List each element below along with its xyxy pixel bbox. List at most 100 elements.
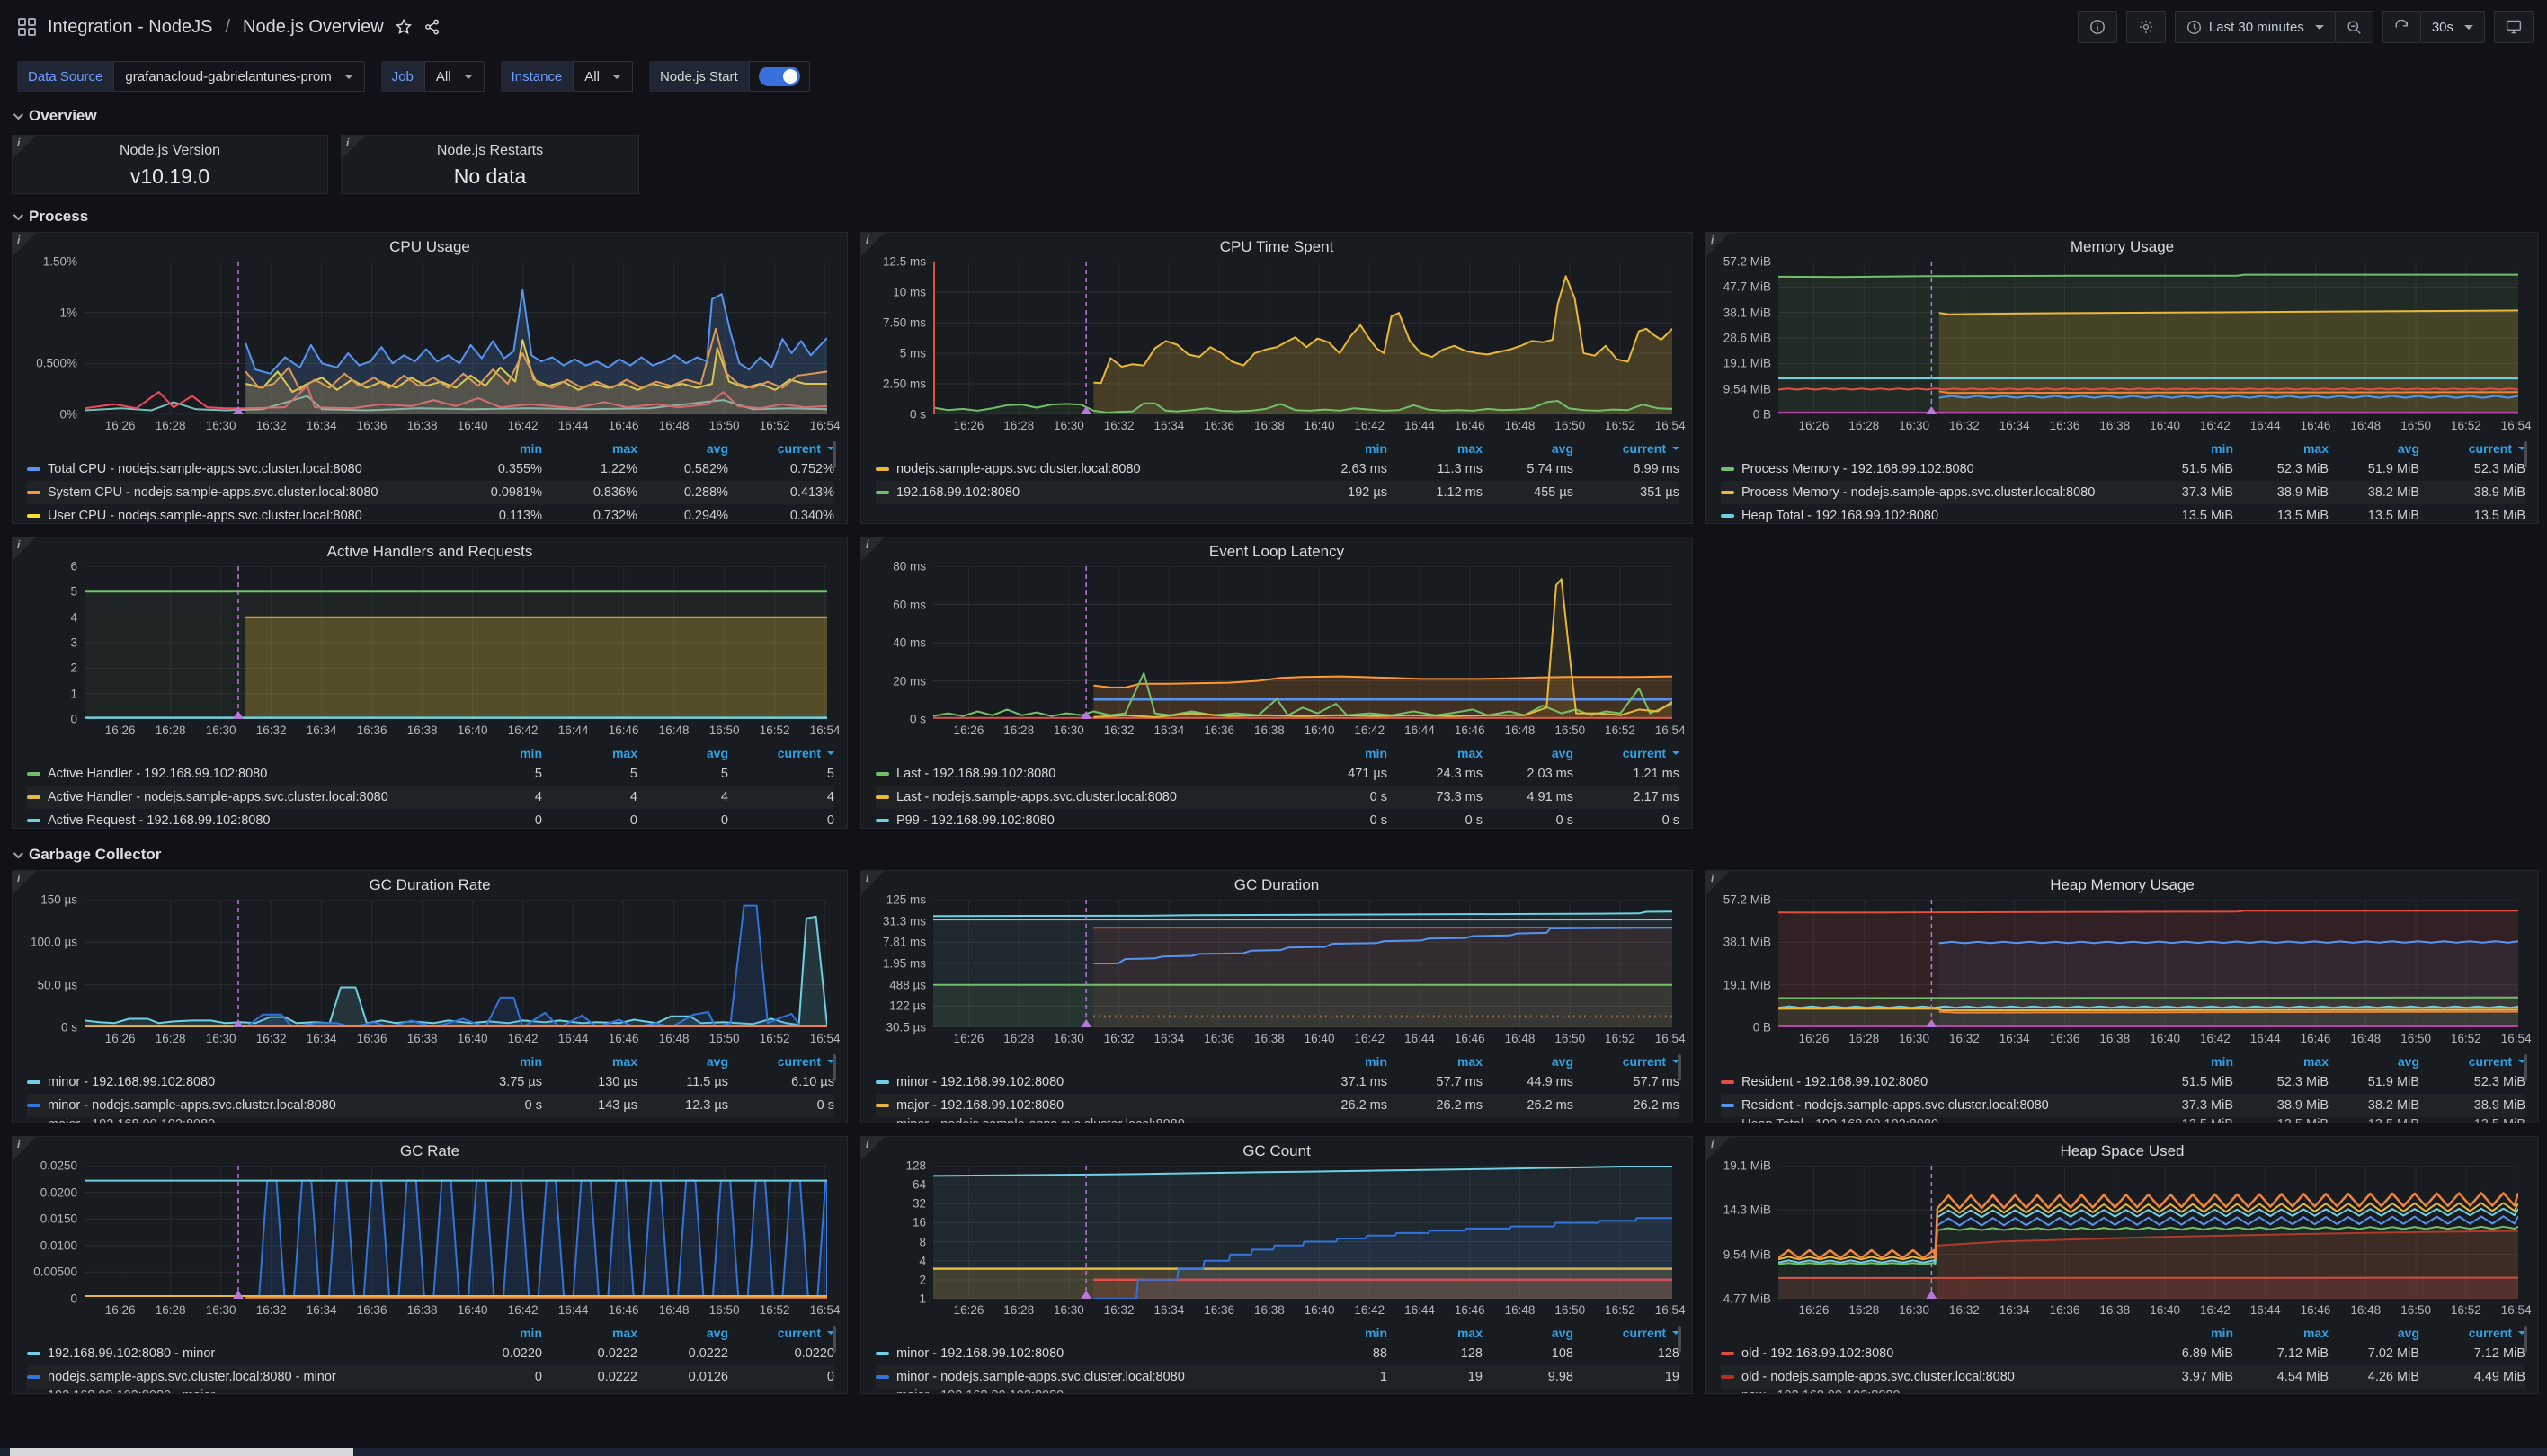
- refresh-button[interactable]: [2382, 11, 2421, 43]
- legend-column-max[interactable]: max: [2302, 441, 2329, 456]
- legend-series-label[interactable]: minor - 192.168.99.102:8080: [876, 1075, 1292, 1089]
- time-range-picker[interactable]: Last 30 minutes: [2174, 11, 2336, 43]
- panel-info-icon[interactable]: i: [342, 136, 365, 159]
- legend-series-label[interactable]: Resident - nodejs.sample-apps.svc.cluste…: [1721, 1098, 2138, 1113]
- legend-series-label[interactable]: System CPU - nodejs.sample-apps.svc.clus…: [27, 485, 447, 500]
- legend-scrollbar[interactable]: [833, 1054, 836, 1081]
- legend-series-label[interactable]: Heap Total - 192.168.99.102:8080: [1721, 509, 2138, 523]
- legend-series-label[interactable]: Active Handler - 192.168.99.102:8080: [27, 767, 447, 781]
- panel-info-icon[interactable]: i: [861, 1137, 885, 1160]
- legend-series-label[interactable]: Process Memory - 192.168.99.102:8080: [1721, 462, 2138, 476]
- legend-column-min[interactable]: min: [520, 441, 542, 456]
- panel-graph-area[interactable]: [933, 900, 1672, 1027]
- legend-series-label[interactable]: Resident - 192.168.99.102:8080: [1721, 1075, 2138, 1089]
- legend-column-current[interactable]: current: [734, 441, 834, 456]
- legend-scrollbar[interactable]: [1678, 1326, 1681, 1353]
- legend-column-avg[interactable]: avg: [1551, 1054, 1573, 1069]
- legend-column-max[interactable]: max: [1456, 441, 1483, 456]
- legend-column-max[interactable]: max: [611, 1054, 637, 1069]
- legend-column-min[interactable]: min: [2211, 1326, 2233, 1340]
- panel-graph-area[interactable]: [1778, 1166, 2518, 1299]
- legend-series-label[interactable]: Total CPU - nodejs.sample-apps.svc.clust…: [27, 462, 447, 476]
- legend-series-label[interactable]: minor - nodejs.sample-apps.svc.cluster.l…: [876, 1117, 1292, 1123]
- legend-series-label[interactable]: old - nodejs.sample-apps.svc.cluster.loc…: [1721, 1370, 2138, 1384]
- legend-column-min[interactable]: min: [1365, 1054, 1387, 1069]
- panel-title[interactable]: GC Duration Rate: [369, 876, 491, 893]
- panel-title[interactable]: GC Rate: [399, 1142, 460, 1159]
- legend-series-label[interactable]: User CPU - nodejs.sample-apps.svc.cluste…: [27, 509, 447, 523]
- panel-info-icon[interactable]: i: [13, 136, 36, 159]
- legend-column-min[interactable]: min: [520, 1054, 542, 1069]
- panel-title[interactable]: GC Count: [1242, 1142, 1311, 1159]
- datasource-select[interactable]: grafanacloud-gabrielantunes-prom: [113, 61, 365, 92]
- scrollbar-thumb[interactable]: [10, 1448, 353, 1456]
- panel-info-icon[interactable]: i: [861, 233, 885, 256]
- panel-title[interactable]: Event Loop Latency: [1208, 543, 1345, 560]
- panel-graph-area[interactable]: [933, 1166, 1672, 1299]
- legend-scrollbar[interactable]: [1678, 1054, 1681, 1081]
- legend-column-min[interactable]: min: [2211, 441, 2233, 456]
- legend-column-current[interactable]: current: [2425, 1054, 2525, 1069]
- section-header-garbage-collector[interactable]: Garbage Collector: [13, 841, 2539, 868]
- section-header-overview[interactable]: Overview: [13, 102, 2539, 129]
- legend-series-label[interactable]: Active Handler - nodejs.sample-apps.svc.…: [27, 790, 447, 804]
- legend-scrollbar[interactable]: [2524, 1054, 2527, 1081]
- panel-info-icon[interactable]: i: [1706, 233, 1730, 256]
- panel-graph-area[interactable]: [85, 900, 827, 1027]
- legend-column-current[interactable]: current: [734, 746, 834, 760]
- legend-column-current[interactable]: current: [1579, 746, 1679, 760]
- panel-title[interactable]: CPU Time Spent: [1219, 238, 1334, 255]
- panel-info-icon[interactable]: i: [13, 537, 36, 561]
- legend-column-max[interactable]: max: [1456, 746, 1483, 760]
- dashboard-settings-button[interactable]: [2125, 11, 2166, 43]
- panel-title[interactable]: Active Handlers and Requests: [326, 543, 533, 560]
- legend-column-min[interactable]: min: [520, 1326, 542, 1340]
- legend-column-current[interactable]: current: [1579, 1054, 1679, 1069]
- legend-series-label[interactable]: 192.168.99.102:8080: [876, 485, 1292, 500]
- legend-series-label[interactable]: old - 192.168.99.102:8080: [1721, 1346, 2138, 1361]
- legend-series-label[interactable]: minor - nodejs.sample-apps.svc.cluster.l…: [876, 1370, 1292, 1384]
- legend-column-current[interactable]: current: [2425, 1326, 2525, 1340]
- panel-title[interactable]: GC Duration: [1233, 876, 1320, 893]
- instance-select[interactable]: All: [573, 61, 633, 92]
- legend-series-label[interactable]: nodejs.sample-apps.svc.cluster.local:808…: [876, 462, 1292, 476]
- panel-info-icon[interactable]: i: [1706, 1137, 1730, 1160]
- panel-graph-area[interactable]: [933, 566, 1672, 719]
- legend-scrollbar[interactable]: [2524, 1326, 2527, 1353]
- panel-info-icon[interactable]: i: [13, 871, 36, 894]
- legend-column-max[interactable]: max: [1456, 1326, 1483, 1340]
- panel-graph-area[interactable]: [933, 262, 1672, 414]
- legend-column-avg[interactable]: avg: [1551, 441, 1573, 456]
- legend-series-label[interactable]: 192.168.99.102:8080 - minor: [27, 1346, 447, 1361]
- legend-column-max[interactable]: max: [611, 1326, 637, 1340]
- legend-column-current[interactable]: current: [734, 1326, 834, 1340]
- legend-column-avg[interactable]: avg: [2397, 1326, 2419, 1340]
- refresh-interval-select[interactable]: 30s: [2420, 11, 2485, 43]
- legend-column-avg[interactable]: avg: [706, 441, 728, 456]
- legend-scrollbar[interactable]: [833, 441, 836, 468]
- legend-column-current[interactable]: current: [1579, 1326, 1679, 1340]
- breadcrumb-folder[interactable]: Integration - NodeJS: [48, 16, 213, 37]
- legend-series-label[interactable]: minor - nodejs.sample-apps.svc.cluster.l…: [27, 1098, 447, 1113]
- legend-column-current[interactable]: current: [734, 1054, 834, 1069]
- panel-title[interactable]: Heap Space Used: [2060, 1142, 2185, 1159]
- legend-column-max[interactable]: max: [1456, 1054, 1483, 1069]
- legend-series-label[interactable]: new - 192.168.99.102:8080: [1721, 1389, 2138, 1393]
- nodejs-start-toggle[interactable]: [748, 61, 810, 92]
- legend-column-avg[interactable]: avg: [2397, 1054, 2419, 1069]
- legend-series-label[interactable]: Last - 192.168.99.102:8080: [876, 767, 1292, 781]
- panel-graph-area[interactable]: [85, 566, 827, 719]
- legend-column-min[interactable]: min: [520, 746, 542, 760]
- section-header-process[interactable]: Process: [13, 203, 2539, 230]
- job-select[interactable]: All: [423, 61, 485, 92]
- panel-info-icon[interactable]: i: [13, 1137, 36, 1160]
- legend-series-label[interactable]: minor - 192.168.99.102:8080: [27, 1075, 447, 1089]
- legend-series-label[interactable]: Process Memory - nodejs.sample-apps.svc.…: [1721, 485, 2138, 500]
- legend-column-max[interactable]: max: [611, 441, 637, 456]
- star-icon[interactable]: [395, 18, 413, 36]
- panel-title[interactable]: CPU Usage: [389, 238, 470, 255]
- panel-title[interactable]: Memory Usage: [2070, 238, 2175, 255]
- panel-graph-area[interactable]: [1778, 900, 2518, 1027]
- legend-series-label[interactable]: P99 - 192.168.99.102:8080: [876, 813, 1292, 828]
- legend-series-label[interactable]: Heap Total - 192.168.99.102:8080: [1721, 1117, 2138, 1123]
